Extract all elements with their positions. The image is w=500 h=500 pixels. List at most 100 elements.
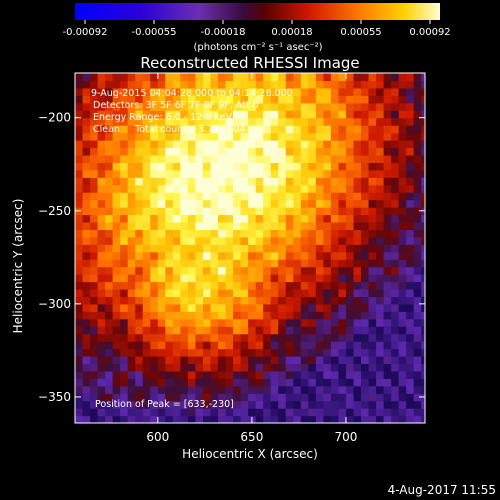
heatmap-cell xyxy=(187,378,197,387)
heatmap-cell xyxy=(90,400,99,409)
heatmap-cell xyxy=(278,132,287,141)
heatmap-cell xyxy=(75,154,84,163)
heatmap-cell xyxy=(293,162,302,171)
heatmap-cell xyxy=(90,415,99,423)
heatmap-cell xyxy=(218,199,227,208)
heatmap-cell xyxy=(421,154,425,163)
heatmap-cell xyxy=(300,408,309,417)
heatmap-cell xyxy=(330,274,340,283)
heatmap-cell xyxy=(248,162,257,171)
heatmap-cell xyxy=(391,229,400,238)
heatmap-cell xyxy=(345,236,355,245)
heatmap-cell xyxy=(157,132,166,141)
heatmap-cell xyxy=(75,281,84,290)
heatmap-cell xyxy=(345,207,355,216)
heatmap-cell xyxy=(398,221,407,230)
heatmap-cell xyxy=(150,281,159,290)
heatmap-cell xyxy=(180,400,189,409)
heatmap-cell xyxy=(75,288,84,298)
heatmap-cell xyxy=(383,140,392,149)
heatmap-cell xyxy=(120,199,129,208)
heatmap-cell xyxy=(90,318,99,327)
heatmap-cell xyxy=(308,192,317,201)
heatmap-cell xyxy=(202,333,212,342)
heatmap-cell xyxy=(187,408,197,417)
heatmap-cell xyxy=(180,244,189,253)
heatmap-cell xyxy=(338,318,347,327)
heatmap-cell xyxy=(233,80,242,89)
heatmap-cell xyxy=(195,140,204,149)
heatmap-cell xyxy=(270,244,279,253)
heatmap-cell xyxy=(293,154,302,163)
heatmap-cell xyxy=(233,132,242,141)
heatmap-cell xyxy=(255,236,264,245)
heatmap-cell xyxy=(218,281,227,290)
heatmap-cell xyxy=(127,169,136,178)
heatmap-cell xyxy=(278,385,287,394)
heatmap-cell xyxy=(105,184,114,193)
heatmap-cell xyxy=(361,169,370,178)
heatmap-cell xyxy=(112,184,121,193)
heatmap-cell xyxy=(195,348,204,357)
heatmap-cell xyxy=(308,259,317,268)
heatmap-cell xyxy=(90,184,99,193)
heatmap-cell xyxy=(218,348,227,357)
heatmap-cell xyxy=(75,110,84,119)
heatmap-cell xyxy=(97,177,106,186)
heatmap-cell xyxy=(82,393,91,402)
heatmap-cell xyxy=(195,363,204,372)
heatmap-cell xyxy=(172,288,181,298)
heatmap-cell xyxy=(225,415,234,423)
heatmap-cell xyxy=(368,281,377,290)
heatmap-cell xyxy=(391,341,400,350)
heatmap-cell xyxy=(218,393,227,402)
heatmap-cell xyxy=(97,259,106,268)
heatmap-cell xyxy=(82,207,91,216)
heatmap-cell xyxy=(278,378,287,387)
heatmap-cell xyxy=(202,355,212,365)
heatmap-cell xyxy=(376,184,385,193)
heatmap-cell xyxy=(202,326,212,335)
heatmap-cell xyxy=(112,221,121,230)
heatmap-cell xyxy=(120,102,129,111)
heatmap-cell xyxy=(263,251,272,260)
heatmap-cell xyxy=(383,393,392,402)
heatmap-cell xyxy=(135,251,144,260)
heatmap-cell xyxy=(361,177,370,186)
heatmap-cell xyxy=(225,207,234,216)
heatmap-cell xyxy=(82,296,91,305)
heatmap-cell xyxy=(165,147,174,156)
heatmap-cell xyxy=(202,296,212,305)
heatmap-cell xyxy=(90,117,99,126)
heatmap-cell xyxy=(187,229,197,238)
heatmap-cell xyxy=(383,259,392,268)
heatmap-cell xyxy=(112,274,121,283)
heatmap-cell xyxy=(127,102,136,111)
heatmap-cell xyxy=(255,393,264,402)
heatmap-cell xyxy=(225,87,234,96)
heatmap-cell xyxy=(165,333,174,342)
heatmap-cell xyxy=(293,214,302,223)
heatmap-cell xyxy=(218,95,227,104)
heatmap-cell xyxy=(240,311,249,320)
heatmap-cell xyxy=(421,102,425,111)
heatmap-cell xyxy=(413,169,422,178)
heatmap-cell xyxy=(361,236,370,245)
heatmap-cell xyxy=(112,244,121,253)
heatmap-cell xyxy=(127,80,136,89)
heatmap-cell xyxy=(406,259,415,268)
heatmap-cell xyxy=(361,259,370,268)
heatmap-cell xyxy=(240,147,249,156)
heatmap-cell xyxy=(391,214,400,223)
heatmap-cell xyxy=(218,214,227,223)
heatmap-cell xyxy=(187,221,197,230)
heatmap-cell xyxy=(421,326,425,335)
heatmap-cell xyxy=(157,125,166,134)
heatmap-cell xyxy=(90,132,99,141)
heatmap-cell xyxy=(233,244,242,253)
heatmap-cell xyxy=(112,117,121,126)
heatmap-cell xyxy=(202,370,212,379)
heatmap-cell xyxy=(202,229,212,238)
heatmap-cell xyxy=(165,400,174,409)
heatmap-cell xyxy=(308,415,317,423)
